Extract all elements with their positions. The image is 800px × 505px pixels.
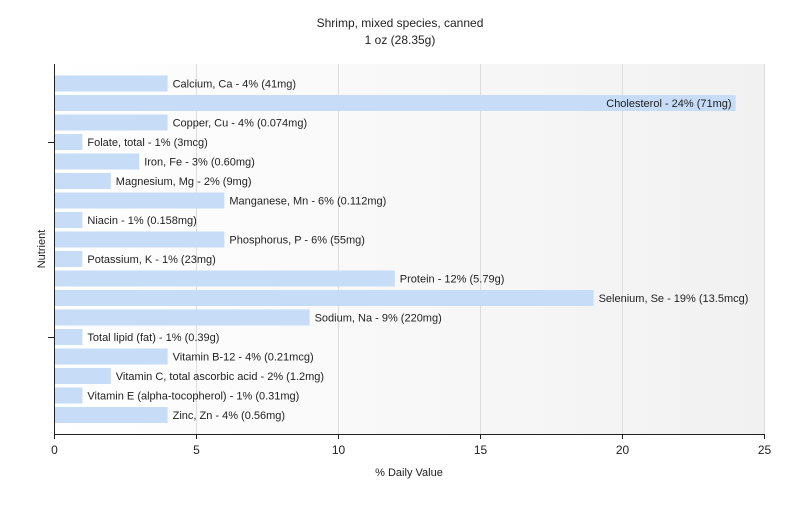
x-axis-ticks: 0 5 10 15 20 25 [51, 434, 771, 457]
data-label: Sodium, Na - 9% (220mg) [315, 313, 442, 325]
bars [55, 75, 736, 423]
data-label: Magnesium, Mg - 2% (9mg) [116, 176, 252, 188]
x-tick-label: 0 [51, 443, 58, 457]
axes [48, 64, 764, 435]
chart-title: Shrimp, mixed species, canned [317, 16, 484, 30]
x-axis-title: % Daily Value [375, 467, 443, 479]
data-label: Vitamin C, total ascorbic acid - 2% (1.2… [116, 371, 324, 383]
bar [55, 173, 111, 189]
bar [55, 231, 225, 248]
data-label: Potassium, K - 1% (23mg) [87, 254, 215, 266]
bar [55, 75, 168, 92]
x-tick-label: 15 [474, 443, 488, 457]
data-label: Cholesterol - 24% (71mg) [606, 98, 731, 110]
data-label: Protein - 12% (5.79g) [400, 274, 505, 286]
data-label: Manganese, Mn - 6% (0.112mg) [229, 196, 386, 208]
bar [55, 348, 168, 365]
chart-subtitle: 1 oz (28.35g) [365, 33, 436, 47]
plot-area [54, 64, 764, 434]
x-tick-label: 5 [193, 443, 200, 457]
bar [55, 134, 83, 150]
data-label: Folate, total - 1% (3mcg) [87, 137, 207, 149]
data-label: Zinc, Zn - 4% (0.56mg) [173, 410, 285, 422]
x-tick-label: 10 [332, 443, 346, 457]
bar [55, 270, 395, 287]
gridlines [196, 64, 765, 434]
bar [55, 192, 225, 209]
data-label: Phosphorus, P - 6% (55mg) [229, 235, 365, 247]
x-tick-label: 25 [758, 443, 772, 457]
bar [55, 387, 83, 404]
data-label: Copper, Cu - 4% (0.074mg) [173, 118, 308, 130]
bar [55, 309, 310, 326]
bar [55, 212, 83, 228]
bar [55, 290, 594, 306]
bar [55, 251, 83, 267]
bar-labels: Calcium, Ca - 4% (41mg) Cholesterol - 24%… [87, 79, 748, 423]
bar [55, 95, 736, 111]
bar [55, 368, 111, 384]
y-axis-title: Nutrient [36, 230, 48, 269]
data-label: Niacin - 1% (0.158mg) [87, 215, 196, 227]
data-label: Selenium, Se - 19% (13.5mcg) [599, 293, 749, 305]
bar [55, 114, 168, 131]
bar [55, 407, 168, 423]
x-tick-label: 20 [616, 443, 630, 457]
data-label: Vitamin B-12 - 4% (0.21mcg) [173, 352, 314, 364]
bar [55, 329, 83, 345]
data-label: Total lipid (fat) - 1% (0.39g) [87, 332, 219, 344]
data-label: Iron, Fe - 3% (0.60mg) [144, 157, 255, 169]
data-label: Vitamin E (alpha-tocopherol) - 1% (0.31m… [87, 391, 299, 403]
bar [55, 153, 140, 170]
data-label: Calcium, Ca - 4% (41mg) [173, 79, 296, 91]
